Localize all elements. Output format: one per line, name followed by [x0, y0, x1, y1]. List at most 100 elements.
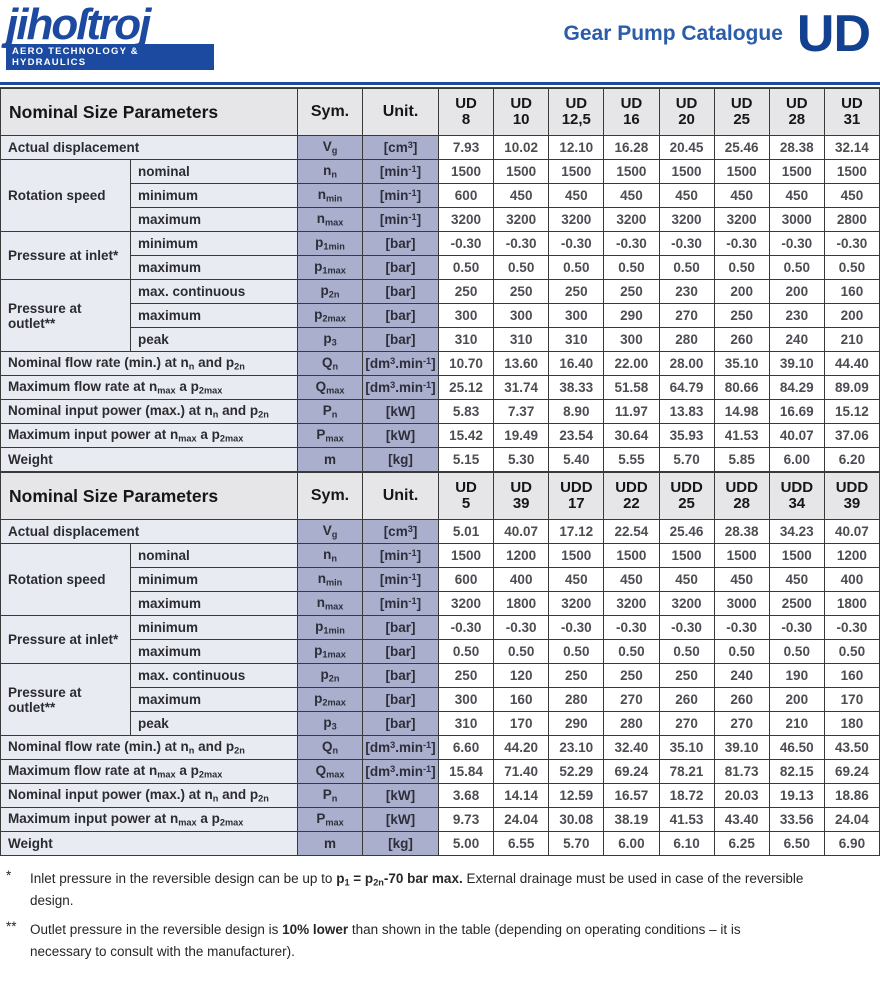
- value-cell: -0.30: [658, 615, 715, 640]
- row-sublabel: maximum: [130, 255, 298, 280]
- value-cell: 280: [548, 687, 605, 712]
- value-cell: 3200: [437, 207, 495, 232]
- row-symbol: p1max: [297, 255, 363, 280]
- row-unit: [bar]: [362, 231, 439, 256]
- value-cell: -0.30: [493, 615, 550, 640]
- row-sublabel: nominal: [130, 159, 298, 184]
- value-cell: 6.00: [603, 831, 660, 856]
- value-cell: 200: [823, 303, 880, 328]
- value-cell: 22.54: [603, 519, 660, 544]
- value-cell: 450: [548, 183, 605, 208]
- value-cell: 0.50: [493, 639, 550, 664]
- table-row: Nominal flow rate (min.) at nn and p2n Qn…: [0, 735, 880, 760]
- value-cell: 250: [603, 279, 660, 304]
- value-cell: 300: [603, 327, 660, 352]
- value-cell: 33.56: [768, 807, 825, 832]
- value-cell: 450: [713, 567, 770, 592]
- table-row: Nominal input power (max.) at nn and p2n…: [0, 783, 880, 808]
- table-header-row: Nominal Size Parameters Sym. Unit. UD 8 UD 1…: [0, 88, 880, 136]
- row-symbol: m: [297, 447, 363, 472]
- value-cell: 23.54: [548, 423, 605, 448]
- column-header-UD-12,5: UD 12,5: [548, 88, 605, 136]
- value-cell: 82.15: [768, 759, 825, 784]
- table-row: peak p3 [bar] 310 170 290 280 270 270 210 180: [1, 711, 880, 736]
- table-row: maximum p2max [bar] 300 160 280 270 260 260 200 1…: [1, 687, 880, 712]
- value-cell: 1500: [437, 543, 495, 568]
- value-cell: 5.15: [437, 447, 495, 472]
- row-label: Maximum flow rate at nmax a p2max: [0, 375, 298, 400]
- value-cell: 8.90: [548, 399, 605, 424]
- row-symbol: p2n: [297, 663, 363, 688]
- row-unit: [bar]: [362, 615, 439, 640]
- value-cell: -0.30: [713, 231, 770, 256]
- column-header-UDD-28: UDD 28: [713, 472, 770, 520]
- row-symbol: p3: [297, 327, 363, 352]
- value-cell: 18.86: [823, 783, 880, 808]
- row-unit: [dm3.min-1]: [362, 759, 439, 784]
- row-unit: [min-1]: [362, 159, 439, 184]
- value-cell: 1200: [823, 543, 880, 568]
- value-cell: 5.55: [603, 447, 660, 472]
- value-cell: 28.00: [658, 351, 715, 376]
- series-code: UD: [796, 5, 871, 63]
- value-cell: 0.50: [548, 639, 605, 664]
- value-cell: 1800: [823, 591, 880, 616]
- value-cell: 28.38: [768, 135, 825, 160]
- row-unit: [kW]: [362, 423, 439, 448]
- row-sublabel: minimum: [130, 183, 298, 208]
- value-cell: 300: [493, 303, 550, 328]
- value-cell: 3200: [437, 591, 495, 616]
- row-unit: [bar]: [362, 303, 439, 328]
- value-cell: 22.00: [603, 351, 660, 376]
- column-header-UD-16: UD 16: [603, 88, 660, 136]
- value-cell: 6.25: [713, 831, 770, 856]
- table-row: Pressure at inlet* minimum p1min [bar] -0.3…: [0, 231, 880, 280]
- row-symbol: m: [297, 831, 363, 856]
- value-cell: 170: [493, 711, 550, 736]
- row-label: Maximum input power at nmax a p2max: [0, 423, 298, 448]
- value-cell: 300: [437, 303, 495, 328]
- value-cell: 450: [658, 183, 715, 208]
- value-cell: 230: [768, 303, 825, 328]
- row-sublabel: maximum: [130, 639, 298, 664]
- row-unit: [bar]: [362, 255, 439, 280]
- column-header-UDD-22: UDD 22: [603, 472, 660, 520]
- value-cell: 46.50: [768, 735, 825, 760]
- value-cell: 160: [823, 279, 880, 304]
- group-label: Pressure at outlet**: [0, 279, 131, 352]
- value-cell: 15.84: [437, 759, 495, 784]
- logo-wordmark: jihoſtroj: [6, 0, 151, 49]
- table-row: Maximum input power at nmax a p2max Pmax …: [0, 423, 880, 448]
- value-cell: 400: [823, 567, 880, 592]
- value-cell: 0.50: [658, 255, 715, 280]
- row-unit: [min-1]: [362, 207, 439, 232]
- row-sublabel: maximum: [130, 687, 298, 712]
- table-row: maximum p1max [bar] 0.50 0.50 0.50 0.50 0.50 0.…: [1, 255, 880, 280]
- value-cell: 3200: [548, 591, 605, 616]
- value-cell: 310: [493, 327, 550, 352]
- value-cell: 9.73: [437, 807, 495, 832]
- group-label: Pressure at inlet*: [0, 231, 131, 280]
- column-header-UD-20: UD 20: [658, 88, 715, 136]
- table-row: maximum nmax [min-1] 3200 3200 3200 3200 3200 3…: [1, 207, 880, 232]
- value-cell: 170: [823, 687, 880, 712]
- value-cell: 3200: [713, 207, 770, 232]
- value-cell: 250: [658, 663, 715, 688]
- table-row: maximum p1max [bar] 0.50 0.50 0.50 0.50 0.50 0.…: [1, 639, 880, 664]
- table-row: Pressure at outlet** max. continuous p2n […: [0, 279, 880, 352]
- row-sublabel: peak: [130, 711, 298, 736]
- row-symbol: nmin: [297, 567, 363, 592]
- value-cell: 5.83: [437, 399, 495, 424]
- value-cell: 6.50: [768, 831, 825, 856]
- row-symbol: p1min: [297, 231, 363, 256]
- row-label: Weight: [0, 447, 298, 472]
- parameters-table-ud: Nominal Size Parameters Sym. Unit. UD 8 UD 1…: [0, 88, 880, 472]
- value-cell: 12.10: [548, 135, 605, 160]
- table-row: maximum nmax [min-1] 3200 1800 3200 3200 3200 3…: [1, 591, 880, 616]
- value-cell: 160: [493, 687, 550, 712]
- table-row: Rotation speed nominal nn [min-1] 1500 1500 1…: [0, 159, 880, 232]
- value-cell: 16.28: [603, 135, 660, 160]
- row-unit: [kW]: [362, 807, 439, 832]
- table-row: Pressure at outlet** max. continuous p2n […: [0, 663, 880, 736]
- row-symbol: nmin: [297, 183, 363, 208]
